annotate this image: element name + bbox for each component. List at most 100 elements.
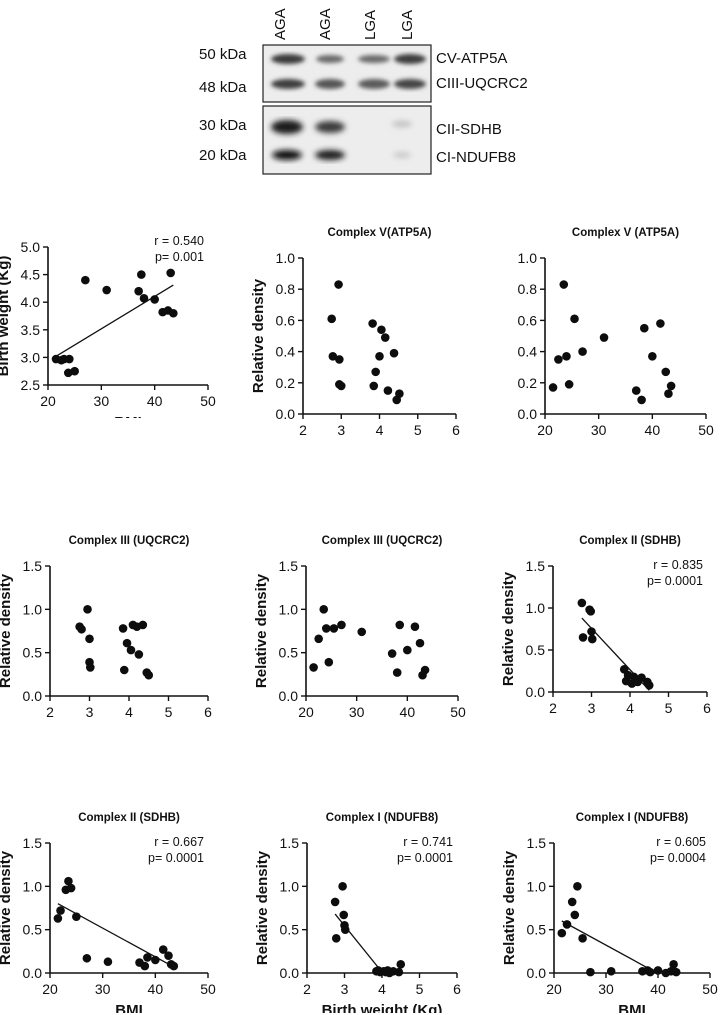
x-tick-label: 40 bbox=[400, 704, 416, 718]
data-point bbox=[309, 663, 318, 672]
data-point bbox=[328, 351, 338, 361]
data-point bbox=[85, 663, 95, 672]
blot-image bbox=[262, 44, 432, 175]
data-point bbox=[158, 945, 168, 954]
y-tick-label: 0.0 bbox=[518, 406, 538, 422]
chart-title: Complex I (NDUFB8) bbox=[576, 812, 689, 824]
data-point bbox=[644, 680, 654, 690]
blot-panel-2 bbox=[262, 105, 432, 175]
data-point bbox=[144, 670, 154, 680]
y-tick-label: 1.5 bbox=[23, 835, 43, 851]
data-point bbox=[562, 920, 572, 929]
data-point bbox=[557, 928, 567, 938]
data-point bbox=[648, 351, 657, 361]
blot-bands-panel-2 bbox=[271, 120, 412, 160]
blot-panel-1 bbox=[262, 44, 432, 103]
data-point bbox=[578, 347, 587, 356]
stat-p-value: p= 0.0004 bbox=[650, 851, 706, 865]
data-point bbox=[151, 955, 160, 965]
x-tick-label: 3 bbox=[588, 700, 596, 716]
x-tick-label: 40 bbox=[650, 981, 666, 997]
x-tick-label: 40 bbox=[645, 422, 661, 437]
x-tick-label: 40 bbox=[147, 393, 163, 409]
data-point bbox=[56, 906, 65, 915]
data-point bbox=[85, 634, 94, 644]
x-tick-label: 50 bbox=[200, 393, 216, 409]
y-tick-label: 3.0 bbox=[21, 349, 41, 365]
data-point bbox=[65, 354, 74, 364]
y-tick-label: 4.0 bbox=[21, 294, 41, 310]
chart-complex-v-vs-bmi: 0.0 0.2 0.4 0.6 0.8 1.0 20 30 40 50 Complex V (ATP… bbox=[518, 227, 714, 437]
x-tick-label: 50 bbox=[702, 981, 718, 997]
data-point bbox=[339, 910, 349, 920]
y-tick-label: 1.0 bbox=[23, 878, 43, 894]
data-point bbox=[420, 665, 430, 675]
data-point bbox=[340, 925, 350, 934]
data-point bbox=[327, 314, 336, 324]
stat-p-value: p= 0.001 bbox=[155, 250, 204, 264]
chart-title: Complex II (SDHB) bbox=[579, 535, 681, 547]
data-point bbox=[415, 638, 425, 648]
data-point bbox=[169, 308, 178, 318]
x-tick-label: 30 bbox=[94, 393, 110, 409]
x-tick-label: 30 bbox=[598, 981, 614, 997]
data-point bbox=[368, 319, 377, 328]
y-tick-label: 1.5 bbox=[279, 558, 299, 574]
data-point bbox=[82, 953, 92, 963]
data-point bbox=[578, 934, 587, 943]
data-point bbox=[559, 280, 569, 289]
x-tick-label: 20 bbox=[298, 704, 314, 718]
stat-r-value: r = 0.835 bbox=[653, 558, 703, 572]
y-tick-label: 4.5 bbox=[21, 267, 41, 283]
data-point bbox=[387, 649, 397, 658]
y-tick-label: 0.0 bbox=[280, 965, 300, 981]
data-point bbox=[134, 286, 143, 296]
data-point bbox=[72, 912, 81, 921]
y-tick-label: 0.0 bbox=[23, 688, 43, 704]
data-point bbox=[631, 386, 641, 395]
x-tick-label: 5 bbox=[416, 981, 424, 997]
y-tick-label: 0.0 bbox=[279, 688, 299, 704]
mw-48kda-label: 48 kDa bbox=[199, 79, 247, 96]
x-tick-label: 6 bbox=[703, 700, 711, 716]
x-tick-label: 2 bbox=[549, 700, 557, 716]
chart-title: Complex V(ATP5A) bbox=[328, 227, 432, 239]
protein-ciii-uqcrc2-label: CIII-UQCRC2 bbox=[436, 75, 528, 92]
data-point bbox=[83, 605, 92, 614]
x-tick-label: 3 bbox=[86, 704, 94, 718]
y-tick-label: 1.0 bbox=[280, 878, 300, 894]
x-tick-label: 3 bbox=[341, 981, 349, 997]
protein-cii-sdhb-label: CII-SDHB bbox=[436, 121, 502, 138]
data-point bbox=[599, 333, 609, 342]
data-point bbox=[103, 957, 113, 967]
chart-title: Complex V (ATP5A) bbox=[572, 227, 679, 239]
data-point bbox=[669, 960, 678, 969]
y-axis-label: Relative density bbox=[0, 573, 14, 688]
data-point bbox=[554, 355, 563, 364]
stat-p-value: p= 0.0001 bbox=[148, 851, 204, 865]
y-axis-label: Relative density bbox=[500, 571, 517, 686]
data-point bbox=[357, 627, 367, 637]
data-point bbox=[573, 882, 582, 891]
chart-title: Complex I (NDUFB8) bbox=[326, 812, 439, 824]
data-point bbox=[394, 967, 404, 977]
data-point bbox=[645, 967, 655, 977]
stat-r-value: r = 0.741 bbox=[403, 835, 453, 849]
protein-ci-ndufb8-label: CI-NDUFB8 bbox=[436, 149, 517, 166]
y-tick-label: 0.2 bbox=[276, 375, 296, 391]
stat-r-value: r = 0.540 bbox=[154, 234, 204, 248]
data-point bbox=[371, 367, 380, 377]
y-tick-label: 5.0 bbox=[21, 239, 41, 255]
y-tick-label: 1.0 bbox=[279, 601, 299, 617]
data-point bbox=[656, 319, 665, 328]
stat-r-value: r = 0.667 bbox=[154, 835, 204, 849]
data-point bbox=[380, 333, 390, 342]
mw-30kda-label: 30 kDa bbox=[199, 117, 247, 134]
data-point bbox=[562, 351, 571, 361]
data-point bbox=[335, 355, 344, 364]
data-point bbox=[671, 967, 681, 977]
x-tick-label: 4 bbox=[378, 981, 386, 997]
data-point bbox=[653, 966, 663, 975]
data-point bbox=[138, 620, 148, 630]
data-point bbox=[564, 380, 574, 389]
